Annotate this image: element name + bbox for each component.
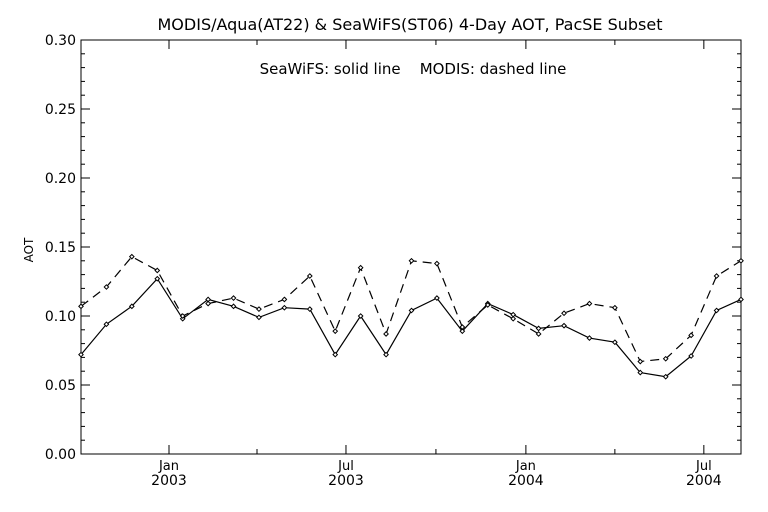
seawifs-point xyxy=(434,295,440,301)
y-tick-label: 0.10 xyxy=(45,309,76,325)
seawifs-point xyxy=(586,335,593,341)
seawifs-point xyxy=(662,373,669,380)
y-tick-label: 0.15 xyxy=(45,240,76,256)
chart-title: MODIS/Aqua(AT22) & SeaWiFS(ST06) 4-Day A… xyxy=(158,15,663,34)
modis-point xyxy=(154,267,161,274)
modis-point xyxy=(128,253,135,260)
x-tick-year-label: 2003 xyxy=(151,473,187,489)
series-lines xyxy=(80,255,742,378)
modis-point xyxy=(78,303,84,310)
modis-point xyxy=(230,295,237,301)
y-tick-label: 0.20 xyxy=(45,171,76,187)
seawifs-point xyxy=(230,303,237,310)
modis-point xyxy=(332,328,339,335)
seawifs-point xyxy=(637,369,644,376)
modis-point xyxy=(306,273,313,279)
modis-point xyxy=(535,331,542,337)
x-tick-month-label: Jul xyxy=(695,459,712,474)
legend-annotation: SeaWiFS: solid line MODIS: dashed line xyxy=(260,60,567,78)
seawifs-point xyxy=(281,304,288,311)
axes: 0.000.050.100.150.200.250.30Jan2003Jul20… xyxy=(45,33,741,489)
modis-point xyxy=(484,302,491,308)
modis-point xyxy=(611,304,618,311)
seawifs-point xyxy=(256,314,262,321)
seawifs-point xyxy=(306,306,313,313)
seawifs-point xyxy=(611,339,618,346)
modis-point xyxy=(713,273,720,279)
y-axis-label: AOT xyxy=(22,237,36,262)
y-tick-label: 0.00 xyxy=(45,447,76,463)
modis-point xyxy=(510,315,517,322)
seawifs-point xyxy=(383,351,389,358)
modis-point xyxy=(281,296,288,303)
seawifs-point xyxy=(357,313,364,319)
plot-frame xyxy=(80,39,742,455)
modis-point xyxy=(662,355,669,362)
seawifs-point xyxy=(332,351,339,358)
modis-point xyxy=(459,324,466,330)
modis-point xyxy=(383,331,389,337)
modis-point xyxy=(357,264,364,271)
seawifs-point xyxy=(128,303,135,310)
modis-point xyxy=(408,257,415,264)
x-tick-month-label: Jul xyxy=(337,459,354,474)
modis-point xyxy=(103,284,110,290)
seawifs-point xyxy=(688,353,695,359)
modis-point xyxy=(738,257,744,264)
seawifs-point xyxy=(738,296,744,303)
y-tick-label: 0.30 xyxy=(45,33,76,49)
seawifs-point xyxy=(713,307,720,314)
x-tick-month-label: Jan xyxy=(158,459,179,474)
modis-point xyxy=(434,260,440,267)
seawifs-point xyxy=(459,328,466,335)
x-tick-year-label: 2003 xyxy=(328,473,364,489)
modis-point xyxy=(179,313,186,319)
seawifs-point xyxy=(78,351,84,358)
modis-point xyxy=(637,358,644,365)
series-markers xyxy=(78,253,744,380)
y-tick-label: 0.25 xyxy=(45,102,76,118)
y-tick-label: 0.05 xyxy=(45,378,76,394)
modis-point xyxy=(561,310,567,317)
seawifs-point xyxy=(535,325,542,332)
seawifs-point xyxy=(103,321,110,328)
modis-point xyxy=(586,300,593,307)
modis-point xyxy=(205,300,212,307)
x-tick-year-label: 2004 xyxy=(508,473,544,489)
seawifs-point xyxy=(561,322,567,329)
x-tick-month-label: Jan xyxy=(515,459,536,474)
modis-point xyxy=(256,306,262,313)
x-tick-year-label: 2004 xyxy=(686,473,722,489)
seawifs-point xyxy=(408,307,415,314)
modis-point xyxy=(688,332,695,339)
seawifs-point xyxy=(154,275,161,282)
